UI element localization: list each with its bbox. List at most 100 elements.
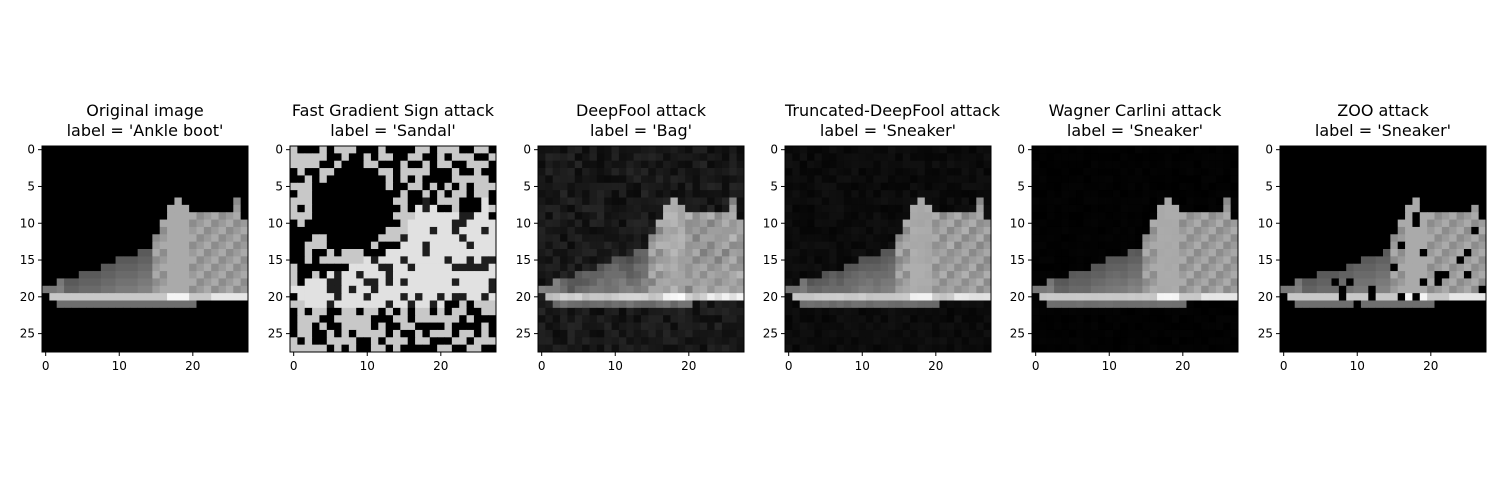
pixel bbox=[1193, 329, 1202, 338]
pixel bbox=[451, 315, 460, 323]
pixel bbox=[341, 212, 350, 220]
pixel bbox=[1456, 315, 1465, 323]
pixel bbox=[218, 241, 227, 250]
pixel bbox=[407, 278, 416, 287]
pixel bbox=[1032, 160, 1040, 169]
pixel bbox=[699, 190, 708, 198]
pixel bbox=[1127, 307, 1136, 316]
pixel bbox=[814, 190, 823, 198]
pixel bbox=[385, 285, 394, 294]
pixel bbox=[1316, 256, 1325, 265]
pixel bbox=[685, 204, 693, 213]
pixel bbox=[932, 285, 940, 294]
pixel bbox=[385, 168, 394, 176]
pixel bbox=[422, 175, 431, 184]
pixel bbox=[1090, 153, 1099, 162]
pixel bbox=[670, 300, 679, 309]
pixel bbox=[1478, 285, 1487, 294]
pixel bbox=[1375, 153, 1384, 162]
pixel bbox=[1338, 329, 1347, 338]
pixel bbox=[729, 256, 738, 265]
pixel bbox=[596, 278, 605, 287]
pixel bbox=[1324, 175, 1332, 184]
pixel bbox=[196, 322, 205, 331]
pixel bbox=[582, 329, 590, 338]
pixel bbox=[49, 204, 58, 213]
pixel bbox=[370, 263, 379, 272]
pixel bbox=[707, 219, 715, 228]
pixel bbox=[545, 197, 554, 206]
pixel bbox=[545, 190, 554, 198]
pixel bbox=[1171, 190, 1180, 198]
pixel bbox=[917, 278, 926, 287]
pixel bbox=[1434, 175, 1443, 184]
pixel bbox=[880, 190, 889, 198]
pixel bbox=[1434, 278, 1443, 287]
pixel bbox=[290, 337, 298, 346]
pixel bbox=[1456, 182, 1465, 191]
pixel bbox=[1478, 234, 1487, 243]
pixel bbox=[1294, 190, 1303, 198]
pixel bbox=[1353, 329, 1362, 338]
pixel bbox=[356, 263, 364, 272]
pixel bbox=[663, 182, 671, 191]
pixel bbox=[976, 271, 985, 279]
pixel bbox=[356, 168, 364, 176]
pixel bbox=[240, 168, 249, 176]
pixel bbox=[1383, 307, 1391, 316]
pixel bbox=[1316, 278, 1325, 287]
pixel bbox=[1157, 300, 1165, 309]
pixel bbox=[902, 300, 911, 309]
pixel bbox=[968, 190, 977, 198]
pixel bbox=[93, 241, 102, 250]
pixel bbox=[1478, 219, 1487, 228]
pixel bbox=[152, 146, 161, 154]
pixel bbox=[888, 337, 896, 346]
pixel bbox=[211, 175, 219, 184]
pixel bbox=[858, 263, 867, 272]
pixel bbox=[1201, 234, 1209, 243]
pixel bbox=[174, 278, 183, 287]
pixel bbox=[1405, 204, 1413, 213]
pixel bbox=[714, 271, 723, 279]
pixel bbox=[785, 337, 793, 346]
pixel bbox=[451, 278, 460, 287]
pixel bbox=[1360, 204, 1369, 213]
pixel bbox=[290, 256, 298, 265]
pixel bbox=[459, 263, 467, 272]
pixel bbox=[429, 271, 438, 279]
pixel bbox=[1046, 241, 1055, 250]
pixel bbox=[437, 212, 445, 220]
pixel bbox=[895, 153, 904, 162]
pixel bbox=[939, 293, 948, 301]
pixel bbox=[1164, 344, 1173, 353]
pixel bbox=[370, 293, 379, 301]
pixel bbox=[663, 168, 671, 176]
pixel bbox=[1105, 146, 1114, 154]
pixel bbox=[152, 293, 161, 301]
pixel bbox=[1230, 271, 1239, 279]
pixel bbox=[692, 315, 701, 323]
pixel bbox=[1186, 153, 1195, 162]
pixel bbox=[86, 241, 94, 250]
pixel bbox=[1186, 249, 1195, 257]
pixel bbox=[582, 234, 590, 243]
pixel bbox=[799, 226, 808, 235]
pixel bbox=[983, 344, 992, 353]
pixel bbox=[1338, 263, 1347, 272]
pixel bbox=[880, 249, 889, 257]
pixel bbox=[1302, 219, 1310, 228]
pixel bbox=[393, 168, 401, 176]
pixel bbox=[538, 307, 546, 316]
pixel bbox=[326, 219, 335, 228]
pixel bbox=[378, 175, 387, 184]
pixel bbox=[1201, 337, 1209, 346]
pixel bbox=[843, 204, 852, 213]
pixel bbox=[626, 204, 635, 213]
pixel bbox=[1419, 329, 1428, 338]
pixel bbox=[1360, 293, 1369, 301]
pixel bbox=[1441, 300, 1450, 309]
pixel bbox=[821, 197, 830, 206]
pixel bbox=[203, 322, 212, 331]
pixel bbox=[167, 212, 175, 220]
